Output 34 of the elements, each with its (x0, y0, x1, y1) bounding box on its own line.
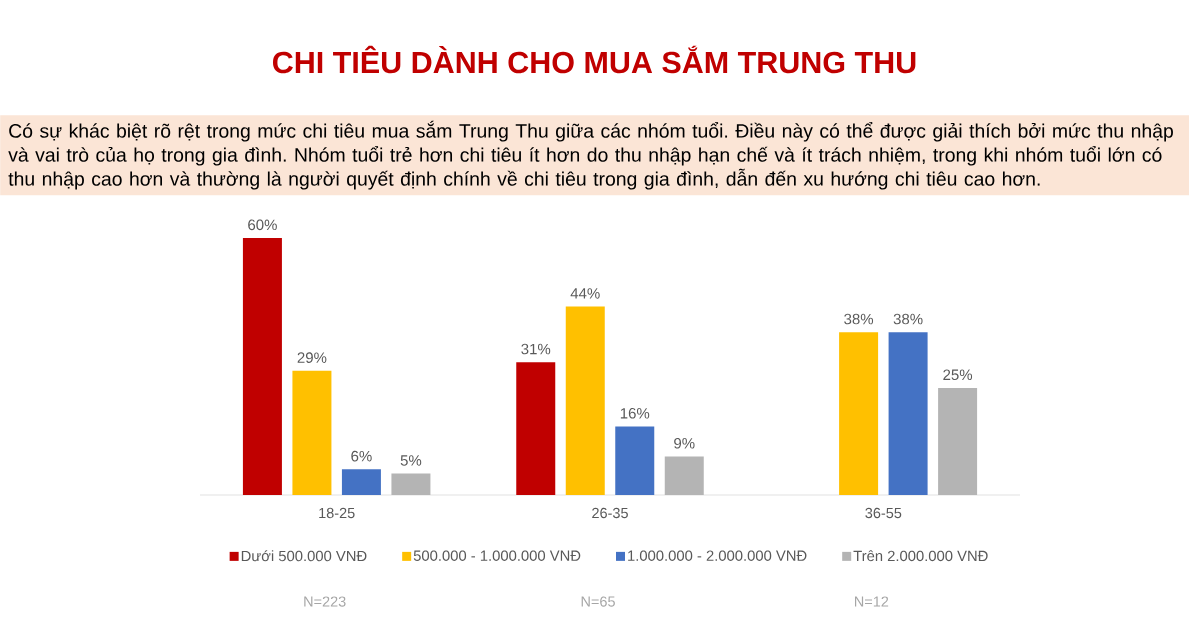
chart-subtitle: Có sự khác biệt rõ rệt trong mức chi tiêu mua sắm Trung Thu giữa các nhóm tuổi. Điều này có thể được giải thích bởi mức thu nhập và vai trò của họ trong gia đình. Nhóm tuổi trẻ hơn chi tiêu ít hơn do thu nhập hạn chế và ít trách nhiệm, trong khi nhóm tuổi lớn có thu nhập cao hơn và thường là người quyết định chính về chi tiêu trong gia đình, dẫn đến xu hướng chi tiêu cao hơn. (8, 120, 1173, 190)
legend-label: Trên 2.000.000 VNĐ (853, 550, 988, 562)
data-label: 16% (620, 408, 650, 419)
data-label: 31% (521, 343, 551, 355)
text: N=223 (304, 596, 346, 607)
data-label: 38% (844, 313, 874, 325)
bar (565, 306, 605, 495)
bar (839, 332, 879, 495)
bar (341, 469, 381, 495)
chart-title: CHI TIÊU DÀNH CHO MUA SẮM TRUNG THU (272, 45, 916, 74)
bar (888, 332, 928, 495)
legend-label: 500.000 - 1.000.000 VNĐ (413, 550, 581, 561)
data-label: 29% (297, 352, 327, 363)
bar (391, 473, 431, 495)
data-label: 60% (248, 219, 277, 231)
bar (938, 387, 978, 495)
data-label: 6% (351, 450, 372, 462)
x-tick-label: 18-25 (319, 507, 355, 519)
data-label: 25% (943, 369, 973, 381)
x-tick-label: 26-35 (592, 507, 628, 519)
legend-label: Dưới 500.000 VNĐ (241, 550, 367, 562)
bar (615, 426, 655, 495)
text: N=12 (855, 596, 889, 607)
bar (664, 456, 704, 495)
data-label: 5% (400, 455, 422, 466)
bar (242, 238, 282, 495)
text: N=65 (581, 596, 615, 607)
x-tick-label: 36-55 (865, 507, 902, 519)
data-label: 44% (570, 288, 600, 299)
bar (292, 370, 332, 495)
legend-label: 1.000.000 - 2.000.000 VNĐ (628, 550, 807, 561)
bar (516, 362, 556, 495)
data-label: 38% (893, 313, 923, 325)
data-label: 9% (674, 437, 695, 449)
